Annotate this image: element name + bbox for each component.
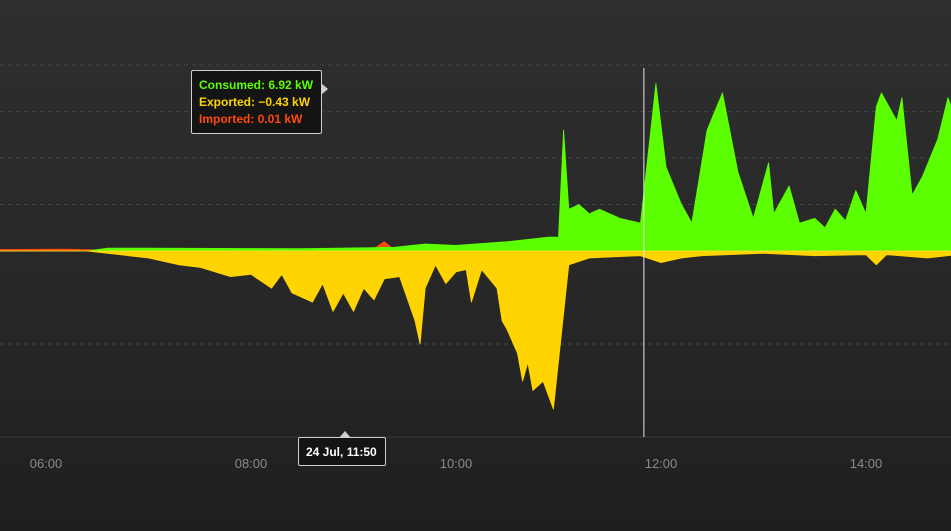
series-area-consumed — [0, 83, 951, 252]
x-tick-label: 12:00 — [645, 456, 678, 471]
tooltip: Consumed: 6.92 kW Exported: −0.43 kW Imp… — [191, 70, 329, 134]
x-tick-label: 06:00 — [30, 456, 63, 471]
tooltip-exported: Exported: −0.43 kW — [199, 95, 311, 109]
tooltip-consumed: Consumed: 6.92 kW — [199, 78, 314, 92]
x-tick-label: 10:00 — [440, 456, 473, 471]
tooltip-imported: Imported: 0.01 kW — [199, 112, 303, 126]
x-axis-ticks: 06:0008:0010:0012:0014:0016:0018:0020:00… — [30, 456, 883, 471]
series-area-exported — [0, 250, 951, 410]
x-tick-label: 14:00 — [850, 456, 883, 471]
x-tick-label: 08:00 — [235, 456, 268, 471]
series-areas — [0, 83, 951, 410]
crosshair-time-label: 24 Jul, 11:50 — [298, 431, 386, 466]
